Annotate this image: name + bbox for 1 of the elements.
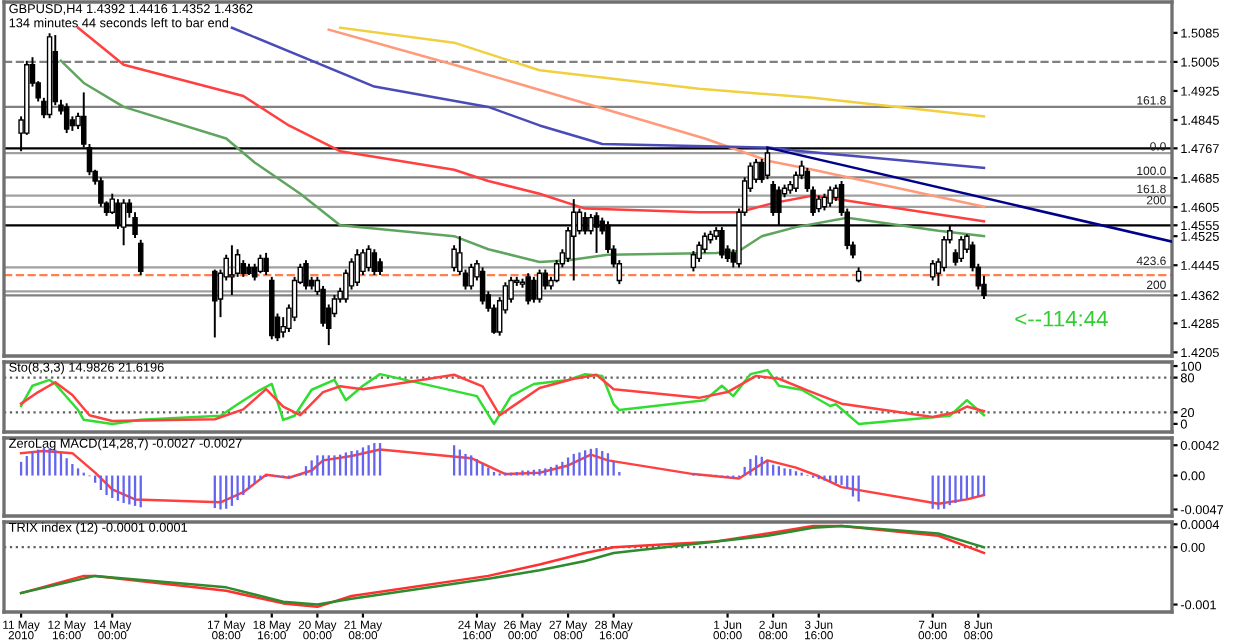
annotation: <--114:44 [1015,311,1108,327]
